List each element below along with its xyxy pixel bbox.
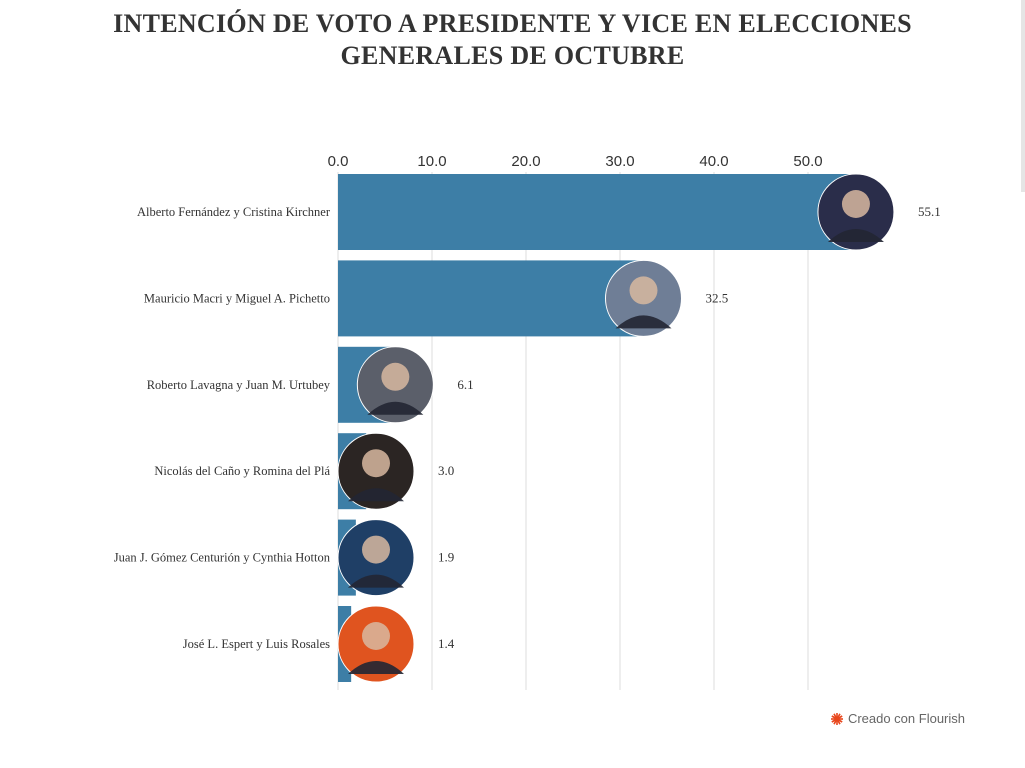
x-tick-label: 10.0 xyxy=(417,153,446,170)
portrait-face-icon xyxy=(362,622,390,650)
value-label: 6.1 xyxy=(457,377,473,392)
portrait-body-icon xyxy=(348,661,404,674)
portrait-face-icon xyxy=(629,276,658,305)
value-label: 1.9 xyxy=(438,550,454,565)
portrait-face-icon xyxy=(362,449,390,478)
category-label: Roberto Lavagna y Juan M. Urtubey xyxy=(147,378,331,392)
category-label: Juan J. Gómez Centurión y Cynthia Hotton xyxy=(114,551,331,565)
flourish-credit-label: Creado con Flourish xyxy=(847,711,965,726)
page-edge-shadow xyxy=(1021,0,1025,192)
portrait-body-icon xyxy=(615,315,672,329)
x-tick-label: 40.0 xyxy=(699,153,728,170)
x-tick-label: 30.0 xyxy=(605,153,634,170)
x-tick-label: 50.0 xyxy=(793,153,822,170)
portrait-face-icon xyxy=(362,535,390,564)
category-label: Nicolás del Caño y Romina del Plá xyxy=(154,464,330,478)
category-label: Alberto Fernández y Cristina Kirchner xyxy=(137,205,331,219)
value-label: 32.5 xyxy=(706,290,729,305)
category-label: José L. Espert y Luis Rosales xyxy=(183,637,330,651)
value-label: 3.0 xyxy=(438,463,454,478)
value-label: 55.1 xyxy=(918,204,941,219)
flourish-credit[interactable]: Creado con Flourish xyxy=(830,711,965,726)
bar xyxy=(338,260,644,337)
x-tick-label: 20.0 xyxy=(511,153,540,170)
portrait-body-icon xyxy=(367,401,424,415)
x-tick-label: 0.0 xyxy=(328,153,349,170)
value-label: 1.4 xyxy=(438,636,455,651)
category-label: Mauricio Macri y Miguel A. Pichetto xyxy=(144,291,330,305)
chart-title-line-1: INTENCIÓN DE VOTO A PRESIDENTE Y VICE EN… xyxy=(113,9,912,38)
chart-title: INTENCIÓN DE VOTO A PRESIDENTE Y VICE EN… xyxy=(0,8,1025,72)
chart-title-line-2: GENERALES DE OCTUBRE xyxy=(340,41,685,70)
flourish-ray xyxy=(836,714,843,720)
bar xyxy=(338,174,856,250)
portrait-body-icon xyxy=(827,229,884,242)
bar-chart: 0.0 10.0 20.0 30.0 40.0 50.0 Alberto Fernández… xyxy=(114,153,941,690)
flourish-icon xyxy=(830,712,843,725)
portrait-body-icon xyxy=(348,574,404,588)
portrait-face-icon xyxy=(381,362,410,391)
portrait-face-icon xyxy=(841,190,870,218)
portrait-body-icon xyxy=(348,488,404,502)
